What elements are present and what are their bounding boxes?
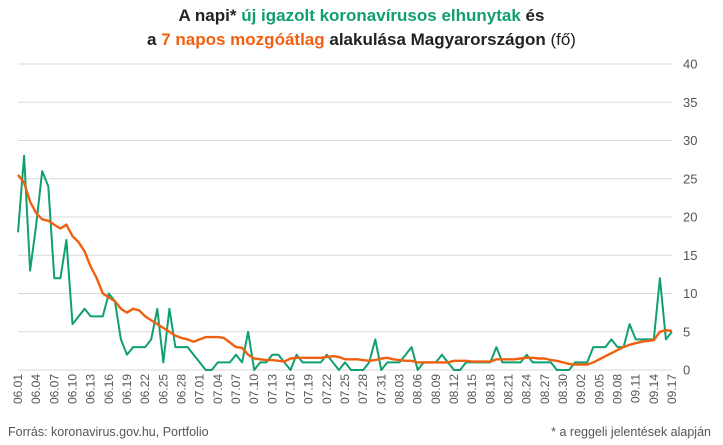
x-tick-label: 09.14 [647,374,661,404]
x-tick-label: 07.25 [338,374,352,404]
x-tick-label: 08.21 [502,374,516,404]
x-tick-label: 06.07 [47,374,61,404]
title-a: a [147,30,162,49]
source-text: Forrás: koronavirus.gov.hu, Portfolio [8,425,209,439]
x-tick-label: 08.24 [520,374,534,404]
x-tick-label: 09.02 [574,374,588,404]
x-tick-label: 06.16 [102,374,116,404]
y-tick-label: 10 [683,286,697,301]
x-tick-label: 07.22 [320,374,334,404]
x-tick-label: 06.19 [120,374,134,404]
title-suffix: alakulása Magyarországon [324,30,546,49]
x-tick-label: 08.03 [393,374,407,404]
x-tick-label: 08.15 [465,374,479,404]
x-tick-label: 07.16 [284,374,298,404]
x-tick-label: 09.05 [592,374,606,404]
x-tick-label: 06.04 [29,374,43,404]
y-tick-label: 15 [683,248,697,263]
x-tick-label: 08.12 [447,374,461,404]
y-tick-label: 35 [683,95,697,110]
chart-title-line1: A napi* új igazolt koronavírusos elhunyt… [0,4,723,28]
y-tick-label: 20 [683,210,697,225]
x-tick-label: 07.01 [193,374,207,404]
title-and: és [520,6,545,25]
x-tick-label: 06.28 [175,374,189,404]
x-tick-label: 07.28 [356,374,370,404]
x-tick-label: 06.13 [84,374,98,404]
title-daily-deaths: új igazolt koronavírusos elhunytak [241,6,521,25]
x-tick-label: 09.11 [629,374,643,403]
x-tick-label: 07.04 [211,374,225,404]
chart-title-line2: a 7 napos mozgóátlag alakulása Magyarors… [0,28,723,52]
x-tick-label: 08.27 [538,374,552,404]
x-tick-label: 07.31 [374,374,388,404]
y-tick-label: 40 [683,57,697,72]
x-tick-label: 09.08 [611,374,625,404]
y-tick-label: 30 [683,133,697,148]
x-tick-label: 07.07 [229,374,243,404]
y-tick-label: 25 [683,171,697,186]
x-tick-label: 09.17 [665,374,679,404]
y-tick-label: 5 [683,324,690,339]
x-tick-label: 07.13 [265,374,279,404]
x-tick-label: 08.09 [429,374,443,404]
footnote-text: * a reggeli jelentések alapján [551,425,711,439]
x-tick-label: 07.19 [302,374,316,404]
x-tick-label: 08.30 [556,374,570,404]
x-tick-label: 06.10 [66,374,80,404]
title-prefix: A napi* [178,6,242,25]
x-tick-label: 08.18 [483,374,497,404]
moving-average-line [17,174,673,366]
x-tick-label: 08.06 [411,374,425,404]
daily-deaths-line [17,154,673,371]
x-tick-label: 06.25 [156,374,170,404]
title-unit: (fő) [545,30,576,49]
x-tick-label: 07.10 [247,374,261,404]
title-moving-average: 7 napos mozgóátlag [161,30,325,49]
x-tick-label: 06.01 [11,374,25,404]
y-tick-label: 0 [683,363,690,378]
x-tick-label: 06.22 [138,374,152,404]
